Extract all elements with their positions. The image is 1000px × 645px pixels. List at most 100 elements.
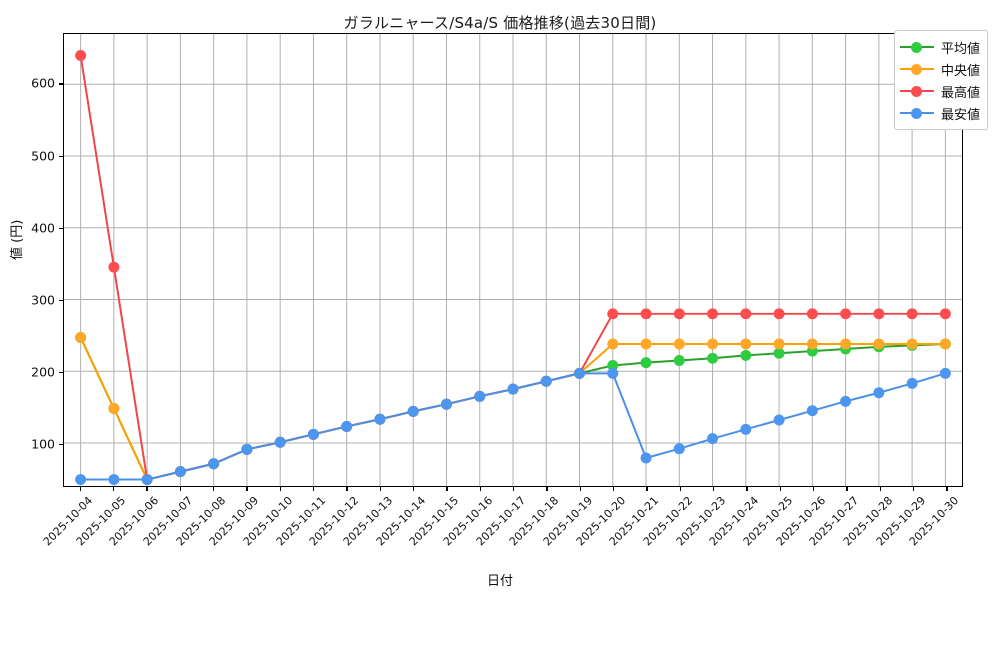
x-axis-tick [313, 487, 315, 491]
x-axis-tick [746, 487, 748, 491]
x-axis-tick [279, 487, 281, 491]
series-point [806, 308, 818, 320]
series-point [906, 308, 918, 320]
series-point [707, 352, 719, 364]
series-point [607, 367, 619, 379]
x-axis-tick [613, 487, 615, 491]
series-point [873, 308, 885, 320]
x-axis-tick [913, 487, 915, 491]
legend-marker-icon [899, 84, 934, 98]
x-axis-tick [146, 487, 148, 491]
series-point [540, 375, 552, 387]
legend-item[interactable]: 平均値 [899, 36, 980, 58]
legend-item[interactable]: 最高値 [899, 80, 980, 102]
series-point [773, 308, 785, 320]
series-point [840, 308, 852, 320]
series-point [474, 390, 486, 402]
x-axis-tick [879, 487, 881, 491]
series-point [673, 443, 685, 455]
x-axis-tick [579, 487, 581, 491]
series-point [141, 474, 153, 486]
series-point [773, 338, 785, 350]
series-point [906, 338, 918, 350]
y-axis-label: 200 [31, 364, 55, 380]
plot-area [63, 33, 963, 487]
series-point [640, 357, 652, 369]
x-axis-tick [113, 487, 115, 491]
x-axis-tick [346, 487, 348, 491]
y-axis-tick [59, 83, 63, 85]
x-axis-tick [246, 487, 248, 491]
legend-item[interactable]: 最安値 [899, 102, 980, 124]
x-axis-tick [946, 487, 948, 491]
x-axis-title: 日付 [486, 574, 513, 589]
series-point [374, 413, 386, 425]
series-point [607, 338, 619, 350]
x-axis-tick [813, 487, 815, 491]
series-point [640, 452, 652, 464]
x-axis-tick [846, 487, 848, 491]
legend-label: 平均値 [940, 41, 980, 57]
series-point [440, 398, 452, 410]
y-axis-label: 600 [31, 75, 55, 91]
legend-marker-icon [899, 40, 934, 54]
y-axis-tick [59, 371, 63, 373]
series-point [707, 308, 719, 320]
y-axis-tick [59, 155, 63, 157]
x-axis-tick [446, 487, 448, 491]
series-point [707, 338, 719, 350]
y-axis-tick [59, 227, 63, 229]
series-point [740, 349, 752, 361]
series-point [806, 338, 818, 350]
series-point [840, 395, 852, 407]
series-point [673, 338, 685, 350]
legend-marker-icon [899, 106, 934, 120]
series-point [341, 420, 353, 432]
x-axis-tick [513, 487, 515, 491]
x-axis-tick [479, 487, 481, 491]
legend-label: 中央値 [940, 63, 980, 79]
series-point [274, 436, 286, 448]
y-axis-label: 400 [31, 220, 55, 236]
series-point [307, 428, 319, 440]
series-point [208, 458, 220, 470]
legend-label: 最高値 [940, 85, 980, 101]
x-axis-tick [213, 487, 215, 491]
x-axis-tick [646, 487, 648, 491]
y-axis-tick [59, 299, 63, 301]
series-point [108, 261, 120, 273]
chart-legend: 平均値中央値最高値 最安値 [893, 30, 988, 130]
y-axis-label: 100 [31, 436, 55, 452]
series-point [873, 338, 885, 350]
series-point [773, 347, 785, 359]
series-point [108, 403, 120, 414]
series-point [507, 383, 519, 395]
series-point [939, 338, 951, 350]
series-point [75, 50, 87, 61]
series-point [740, 423, 752, 435]
y-axis-label: 500 [31, 148, 55, 163]
series-point [673, 308, 685, 320]
series-point [574, 367, 586, 379]
y-axis-label: 300 [31, 292, 55, 308]
page-title: ガラルニャース/S4a/S 価格推移(過去30日間) [343, 14, 657, 32]
chart-figure: ガラルニャース/S4a/S 価格推移(過去30日間) 値 (円) 日付 100 2… [10, 14, 988, 589]
series-point [108, 474, 120, 486]
x-axis-tick [379, 487, 381, 491]
legend-item[interactable]: 中央値 [899, 58, 980, 80]
series-point [906, 377, 918, 389]
series-point [740, 308, 752, 320]
series-point [75, 474, 87, 486]
series-point [707, 433, 719, 445]
series-point [640, 308, 652, 320]
series-point [806, 405, 818, 417]
series-point [640, 338, 652, 350]
series-point [740, 338, 752, 350]
x-axis-tick [79, 487, 81, 491]
series-point [241, 443, 253, 455]
x-axis-tick [413, 487, 415, 491]
series-point [939, 308, 951, 320]
series-layer [75, 50, 951, 486]
x-axis-tick [779, 487, 781, 491]
series-point [607, 308, 619, 320]
